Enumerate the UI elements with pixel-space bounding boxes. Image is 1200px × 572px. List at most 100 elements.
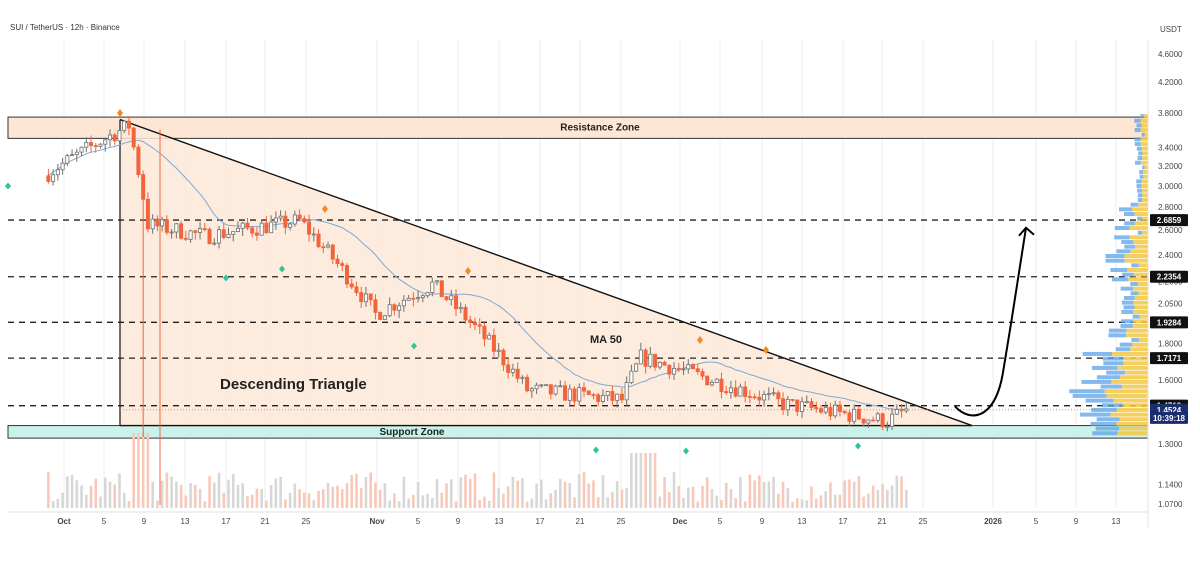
volume-bar — [426, 493, 429, 508]
profile-bar-yellow — [1134, 212, 1148, 217]
candle-body — [823, 407, 828, 413]
x-tick-label: 9 — [760, 517, 765, 526]
volume-bar — [179, 484, 183, 508]
candle-body — [406, 297, 411, 301]
volume-bar — [449, 479, 453, 508]
volume-bar — [677, 485, 681, 508]
profile-bar-yellow — [1142, 156, 1148, 161]
profile-bar-yellow — [1138, 263, 1148, 268]
candle-body — [771, 392, 776, 395]
x-tick-label: 5 — [102, 517, 107, 526]
profile-bar-yellow — [1111, 379, 1148, 384]
triangle-layer — [119, 118, 973, 427]
ma50-line — [48, 139, 907, 410]
zones-layer: Resistance Zone Support Zone — [7, 116, 1149, 439]
volume-bar — [80, 485, 83, 508]
y-tick-label: 4.2000 — [1158, 78, 1183, 87]
volume-bar — [440, 492, 444, 508]
profile-bar-blue — [1137, 230, 1143, 235]
candle-body — [586, 390, 591, 396]
profile-bar-yellow — [1140, 160, 1148, 165]
profile-bar-yellow — [1138, 337, 1148, 342]
volume-bar — [331, 486, 335, 508]
candle-body — [174, 223, 179, 233]
profile-bar-blue — [1134, 118, 1141, 123]
candle-body — [392, 304, 397, 311]
pattern-label: Descending Triangle — [220, 376, 367, 393]
volume-bar — [184, 495, 188, 508]
x-tick-label: 13 — [495, 517, 504, 526]
volume-bar — [241, 483, 245, 508]
y-tick-label: 3.4000 — [1158, 143, 1183, 152]
volume-bar — [838, 494, 842, 508]
volume-bar — [317, 490, 320, 508]
candle-body — [482, 325, 487, 340]
profile-bar-yellow — [1143, 114, 1148, 119]
profile-bar-blue — [1081, 379, 1112, 384]
volume-bar — [734, 498, 737, 508]
candle-body — [254, 232, 259, 236]
volume-bar — [269, 484, 273, 508]
profile-bar-blue — [1121, 240, 1134, 245]
volume-bar — [89, 485, 93, 508]
candle-body — [235, 227, 240, 232]
x-tick-label: 21 — [878, 517, 887, 526]
candle-body — [51, 174, 56, 182]
profile-bar-yellow — [1133, 309, 1148, 314]
candle-body — [814, 407, 819, 410]
pivot-high-marker — [697, 336, 703, 344]
candle-body — [326, 244, 331, 248]
candle-body — [747, 396, 752, 398]
x-tick-label: 5 — [1034, 517, 1039, 526]
volume-bar — [364, 477, 368, 508]
volume-bar — [502, 493, 505, 508]
candle-body — [416, 297, 421, 300]
volume-bar — [795, 498, 799, 508]
candle-body — [866, 419, 871, 424]
projection-arrow — [954, 227, 1027, 417]
volume-profile — [1069, 114, 1148, 436]
volume-bar — [56, 498, 60, 508]
volume-bar — [540, 479, 543, 508]
volume-bar — [890, 485, 894, 508]
profile-bar-yellow — [1141, 188, 1148, 193]
candle-body — [785, 399, 790, 411]
profile-bar-yellow — [1121, 384, 1148, 389]
y-tick-label: 2.0500 — [1158, 299, 1183, 308]
profile-bar-blue — [1138, 151, 1143, 156]
volume-bar — [170, 476, 173, 508]
volume-bar — [653, 453, 657, 508]
profile-bar-yellow — [1133, 272, 1148, 277]
profile-bar-yellow — [1130, 249, 1148, 254]
volume-bar — [75, 480, 79, 508]
profile-bar-blue — [1137, 198, 1143, 203]
profile-bar-blue — [1136, 123, 1142, 128]
x-tick-label: 25 — [302, 517, 311, 526]
volume-bar — [867, 493, 870, 508]
profile-bar-yellow — [1134, 305, 1148, 310]
x-tick-label: 25 — [617, 517, 626, 526]
candle-body — [752, 396, 757, 399]
volume-bar — [630, 453, 633, 508]
candle-body — [648, 353, 653, 367]
profile-bar-yellow — [1142, 216, 1148, 221]
candle-body — [596, 394, 601, 402]
pivot-high-marker — [763, 346, 769, 354]
y-tick-label: 1.6000 — [1158, 376, 1183, 385]
candle-body — [477, 324, 482, 327]
profile-bar-yellow — [1104, 389, 1148, 394]
volume-bar — [819, 495, 823, 508]
volume-bar — [326, 482, 330, 508]
y-tick-label: 2.8000 — [1158, 203, 1183, 212]
volume-bar — [492, 472, 496, 508]
candle-body — [283, 215, 288, 228]
candle-body — [444, 296, 449, 301]
volume-bar — [753, 480, 756, 508]
profile-bar-yellow — [1123, 361, 1148, 366]
candle-body — [278, 215, 283, 219]
volume-bar — [383, 483, 387, 508]
candle-body — [89, 142, 94, 146]
volume-bar — [118, 473, 121, 508]
profile-bar-blue — [1137, 188, 1142, 193]
